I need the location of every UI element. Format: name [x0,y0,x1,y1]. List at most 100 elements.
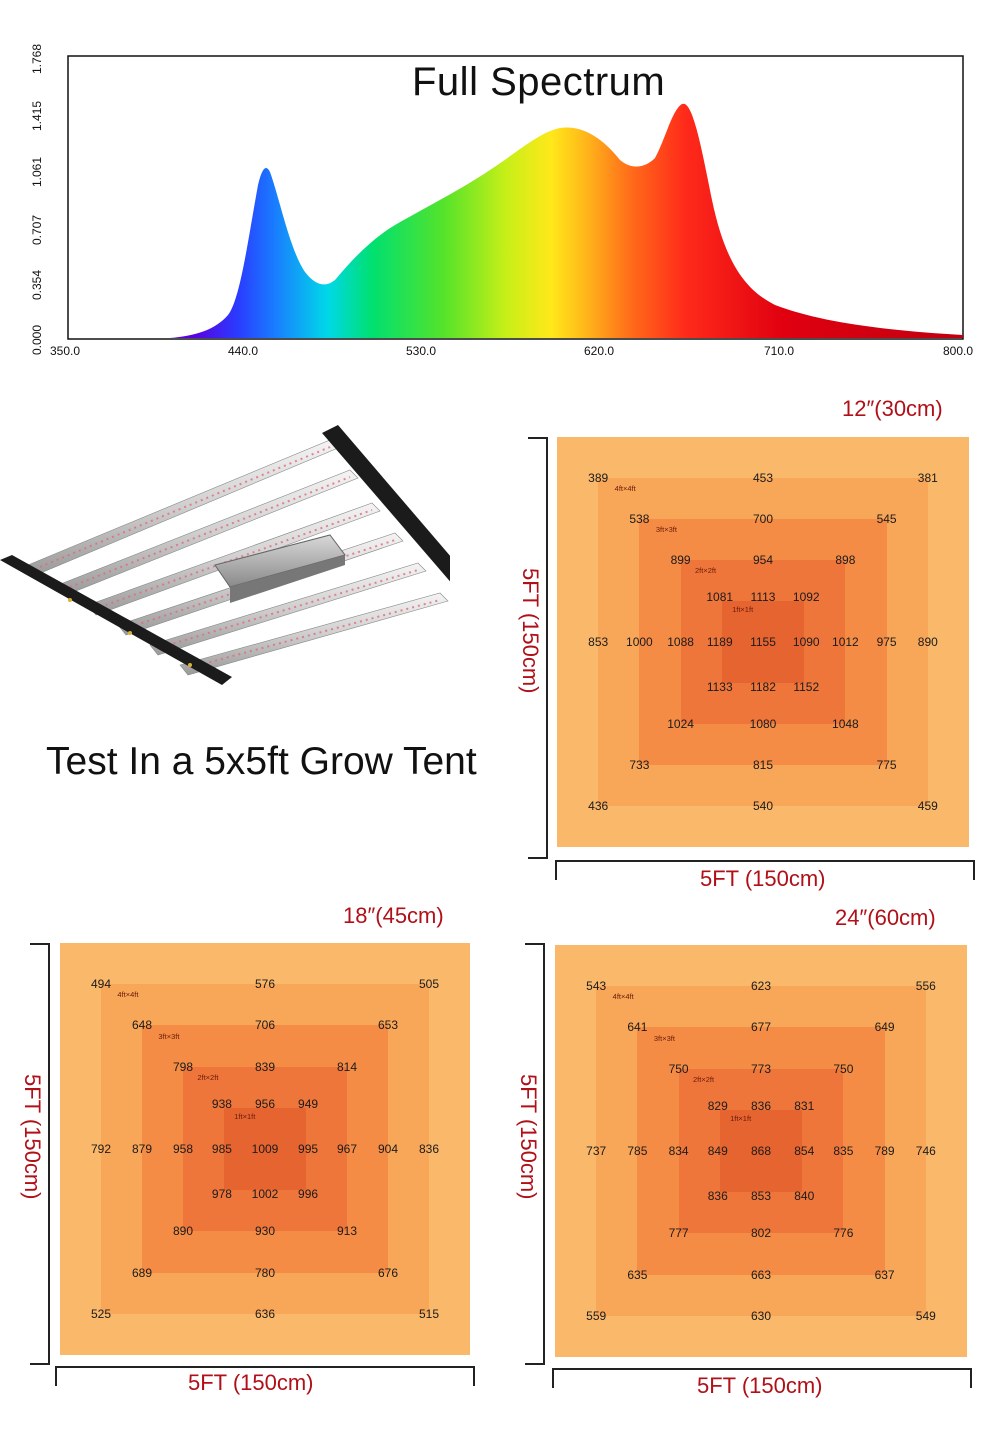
ppfd-value: 785 [627,1144,648,1158]
ppfd-value: 706 [254,1018,276,1033]
ppfd-value: 975 [876,635,897,649]
depth-bracket [30,943,50,1365]
ppfd-value: 854 [794,1144,815,1158]
ppfd-value: 967 [336,1142,358,1156]
ppfd-value: 648 [131,1018,153,1033]
ppfd-value: 1092 [792,589,820,604]
map-height-label: 24″(60cm) [835,905,936,930]
zone-size-label: 4ft×4ft [117,990,139,1000]
ppfd-value: 798 [172,1059,194,1074]
ppfd-value: 635 [627,1267,648,1282]
ppfd-value: 1012 [832,635,859,649]
ppfd-value: 954 [752,553,774,567]
width-label: 5FT (150cm) [700,866,826,891]
zone-size-label: 3ft×3ft [653,1033,675,1043]
ppfd-value: 1152 [793,680,820,695]
ppfd-value: 840 [794,1189,815,1204]
ppfd-value: 913 [336,1224,358,1239]
ppfd-value: 576 [254,977,276,992]
ppfd-value: 1009 [251,1142,279,1156]
ppfd-value: 436 [588,799,609,813]
ppfd-value: 649 [874,1020,895,1035]
ppfd-value: 834 [668,1144,689,1158]
ppfd-value: 636 [254,1306,276,1321]
ppfd-value: 737 [586,1144,607,1158]
zone-1ft [721,601,805,683]
map-height-label: 18″(45cm) [343,903,444,928]
zone-size-label: 4ft×4ft [612,992,634,1002]
zone-size-label: 2ft×2ft [695,566,717,576]
ppfd-value: 815 [752,758,774,772]
zone-size-label: 3ft×3ft [158,1031,180,1041]
ppfd-value: 1182 [750,680,776,695]
ppfd-value: 1090 [792,635,820,649]
ppfd-map-24in: 4ft×4ft 3ft×3ft 2ft×2ft 1ft×1ft 543 623 556 641… [555,945,967,1357]
ppfd-value: 853 [750,1189,772,1204]
ppfd-value: 505 [418,977,440,992]
ppfd-value: 789 [874,1144,895,1158]
width-bracket [55,1366,475,1386]
ppfd-value: 802 [750,1226,772,1241]
ppfd-value: 849 [707,1144,728,1158]
x-tick: 710.0 [764,344,795,358]
fixture-drawing [0,425,505,685]
ppfd-value: 835 [833,1144,854,1158]
ppfd-value: 930 [254,1224,276,1239]
ppfd-value: 904 [377,1142,399,1156]
ppfd-value: 623 [750,979,772,994]
ppfd-value: 1048 [832,717,859,731]
ppfd-value: 814 [336,1059,358,1074]
ppfd-value: 653 [377,1018,399,1033]
ppfd-value: 689 [131,1265,153,1280]
zone-size-label: 2ft×2ft [197,1072,219,1082]
x-tick: 620.0 [584,344,615,358]
ppfd-value: 641 [627,1020,648,1035]
ppfd-value: 773 [750,1061,772,1076]
x-tick: 800.0 [943,344,974,358]
zone-size-label: 2ft×2ft [693,1074,715,1084]
y-tick: 0.000 [30,324,44,355]
ppfd-value: 836 [750,1098,772,1113]
ppfd-value: 1080 [749,717,777,731]
ppfd-value: 1088 [667,635,694,649]
width-label: 5FT (150cm) [697,1373,823,1398]
ppfd-value: 1155 [750,635,776,649]
ppfd-value: 995 [298,1142,319,1156]
ppfd-value: 853 [588,635,609,649]
ppfd-value: 775 [876,758,897,772]
ppfd-value: 676 [377,1265,399,1280]
zone-1ft [224,1107,306,1191]
ppfd-value: 677 [750,1020,772,1035]
ppfd-value: 949 [298,1096,319,1111]
x-tick: 350.0 [50,344,81,358]
zone-size-label: 4ft×4ft [614,484,636,494]
ppfd-value: 899 [670,553,691,567]
y-tick: 1.061 [30,156,44,187]
spectrum-plot [67,55,964,340]
ppfd-value: 792 [90,1142,112,1156]
ppfd-value: 890 [917,635,938,649]
x-tick: 530.0 [406,344,437,358]
ppfd-value: 1024 [667,717,694,731]
spectrum-curve [68,103,963,338]
ppfd-value: 985 [211,1142,232,1156]
y-tick: 1.768 [30,43,44,74]
light-fixture-image [0,415,505,705]
ppfd-value: 459 [917,799,938,813]
ppfd-value: 750 [668,1061,689,1076]
ppfd-value: 630 [750,1308,772,1323]
ppfd-value: 381 [917,471,938,485]
depth-bracket [525,943,545,1365]
ppfd-value: 776 [833,1226,854,1241]
ppfd-value: 540 [752,799,774,813]
depth-label: 5FT (150cm) [20,1074,45,1200]
ppfd-map-18in: 4ft×4ft 3ft×3ft 2ft×2ft 1ft×1ft 494 576 505 648… [60,943,470,1355]
ppfd-value: 1113 [750,589,776,604]
ppfd-value: 956 [254,1096,276,1111]
ppfd-value: 663 [750,1267,772,1282]
ppfd-value: 556 [915,979,936,994]
ppfd-value: 746 [915,1144,936,1158]
ppfd-value: 637 [874,1267,895,1282]
ppfd-value: 829 [707,1098,728,1113]
ppfd-value: 868 [750,1144,772,1158]
